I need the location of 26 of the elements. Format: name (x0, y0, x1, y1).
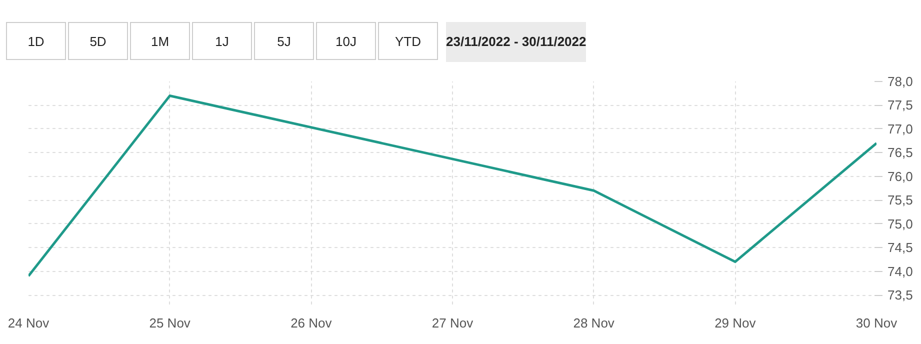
y-tick-label: 76,5 (888, 145, 913, 160)
x-tick-label: 28 Nov (573, 316, 615, 330)
y-tick-label: 74,0 (888, 264, 913, 279)
line-series (28, 94, 876, 278)
y-tick-label: 74,5 (888, 240, 913, 256)
y-tick-label: 78,0 (888, 74, 913, 89)
text: 1M (130, 22, 190, 60)
y-tick-label: 77,0 (888, 121, 913, 136)
x-tick-label: 29 Nov (714, 316, 756, 330)
x-tick-label: 24 Nov (8, 316, 50, 330)
text: 10J (316, 22, 376, 60)
text: 23/11/2022 - 30/11/2022 (446, 22, 586, 62)
y-tick-label: 75,5 (888, 192, 913, 208)
y-tick-label: 73,5 (888, 288, 913, 303)
text: 1J (192, 22, 252, 60)
y-tick-label: 76,0 (888, 168, 913, 184)
x-tick-label: 25 Nov (149, 316, 191, 330)
text: YTD (378, 22, 438, 60)
x-tick-label: 26 Nov (290, 316, 332, 330)
text: 5D (68, 22, 128, 60)
x-tick-label: 27 Nov (432, 316, 474, 330)
text: 1D (6, 22, 66, 60)
x-tick-label: 30 Nov (856, 316, 898, 330)
text: 5J (254, 22, 314, 60)
y-tick-label: 77,5 (888, 98, 913, 113)
y-tick-label: 75,0 (888, 216, 913, 232)
